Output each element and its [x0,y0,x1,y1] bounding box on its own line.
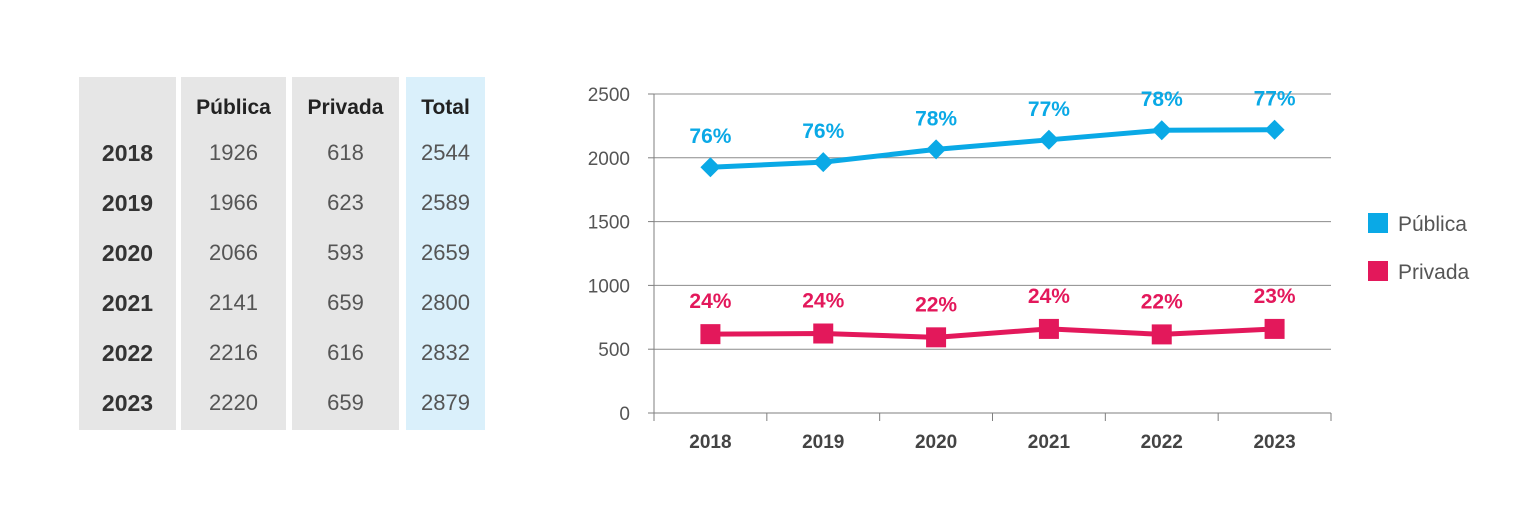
x-tick-label: 2022 [1141,432,1183,453]
year-cell: 2023 [101,390,154,416]
data-label: 24% [689,290,731,313]
year-cell: 2018 [101,140,154,166]
publica-cell: 2066 [209,240,258,265]
data-label: 24% [1028,285,1070,308]
data-label: 77% [1028,98,1070,121]
total-cell: 2659 [421,240,470,265]
y-tick-label: 2000 [588,149,630,170]
total-column: Total 2544 2589 2659 2800 2832 2879 [406,77,485,430]
legend-swatch [1368,213,1388,233]
publica-cell: 1926 [209,140,258,165]
data-point [1151,324,1172,345]
data-label: 23% [1254,285,1296,308]
total-cell: 2544 [421,140,470,165]
data-label: 22% [915,293,957,316]
total-cell: 2879 [421,390,470,415]
y-tick-label: 1000 [588,276,630,297]
year-cell: 2021 [101,290,154,316]
header-publica: Pública [196,96,271,119]
data-label: 77% [1254,88,1296,111]
data-point [926,139,947,160]
data-point [1151,120,1172,141]
y-tick-label: 2500 [588,85,630,106]
year-cell: 2022 [101,340,154,366]
x-tick-label: 2023 [1253,432,1295,453]
privada-column: Privada 618 623 593 659 616 659 [292,77,399,430]
privada-cell: 593 [327,240,364,265]
data-label: 78% [915,107,957,130]
data-point [813,323,834,344]
publica-column: Pública 1926 1966 2066 2141 2216 2220 [181,77,286,430]
publica-cell: 2220 [209,390,258,415]
privada-cell: 618 [327,140,364,165]
data-point [1264,119,1285,140]
year-cell: 2020 [101,240,154,266]
data-point [813,152,834,173]
data-point [1038,129,1059,150]
data-point [1038,318,1059,339]
series-line [710,127,1275,170]
data-point [926,327,947,348]
data-point [700,157,721,178]
publica-cell: 1966 [209,190,258,215]
publica-cell: 2141 [209,290,258,315]
data-point [700,324,721,345]
legend-swatch [1368,261,1388,281]
data-point [1264,318,1285,339]
legend-label: Privada [1398,261,1470,284]
data-table: 2018 2019 2020 2021 2022 2023 Pública 19… [79,77,485,430]
header-year [79,95,176,125]
total-cell: 2832 [421,340,470,365]
privada-cell: 623 [327,190,364,215]
total-cell: 2589 [421,190,470,215]
y-tick-label: 0 [619,404,630,425]
privada-cell: 659 [327,390,364,415]
publica-cell: 2216 [209,340,258,365]
x-tick-label: 2020 [915,432,957,453]
year-cell: 2019 [101,190,154,216]
data-label: 78% [1141,88,1183,111]
data-label: 76% [802,120,844,143]
x-tick-label: 2021 [1028,432,1071,453]
series-line [710,326,1275,340]
x-tick-label: 2018 [689,432,731,453]
year-column: 2018 2019 2020 2021 2022 2023 [79,77,176,430]
y-tick-label: 1500 [588,213,630,234]
privada-cell: 659 [327,290,364,315]
total-cell: 2800 [421,290,470,315]
header-privada: Privada [307,96,384,119]
privada-cell: 616 [327,340,364,365]
x-tick-label: 2019 [802,432,844,453]
line-chart: 0 500 1000 1500 2000 2500 2018 2019 2020 2021 2022… [588,85,1470,453]
y-tick-label: 500 [598,340,630,361]
data-label: 24% [802,290,844,313]
data-label: 22% [1141,290,1183,313]
header-total: Total [421,96,470,119]
data-label: 76% [689,125,731,148]
legend-label: Pública [1398,213,1467,236]
